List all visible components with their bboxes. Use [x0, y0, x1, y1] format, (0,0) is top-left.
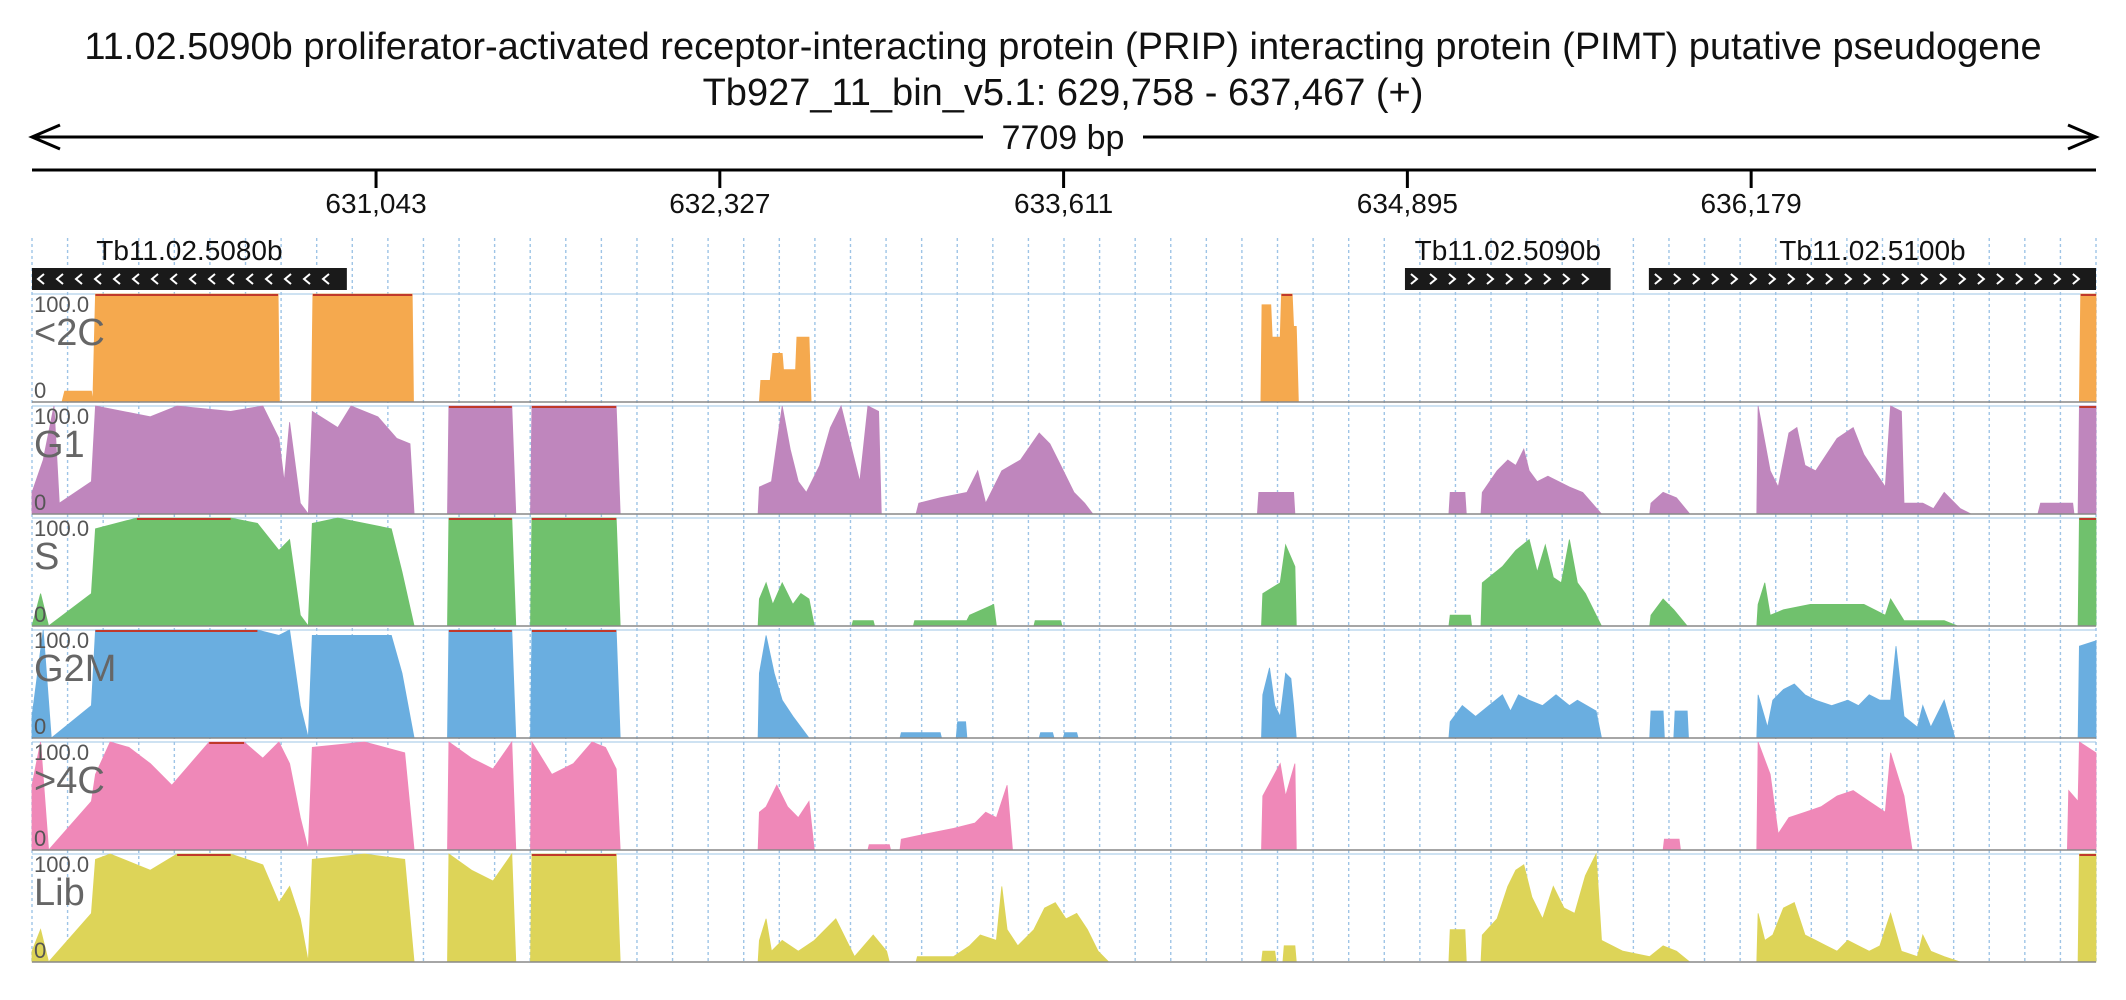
- strand-chevron-icon: [2015, 273, 2024, 285]
- gene-label: Tb11.02.5100b: [1779, 235, 1965, 266]
- strand-chevron-icon: [283, 273, 292, 285]
- coverage-track: [32, 293, 2097, 403]
- ruler-tick-label: 632,327: [669, 188, 770, 219]
- track-label: Lib: [34, 872, 85, 914]
- coverage-area: [31, 517, 2097, 628]
- strand-chevron-icon: [1749, 273, 1758, 285]
- gene-feature: [1404, 268, 1611, 290]
- strand-chevron-icon: [1901, 273, 1910, 285]
- span-arrow-right-icon: [2067, 123, 2100, 151]
- strand-chevron-icon: [264, 273, 273, 285]
- strand-chevron-icon: [112, 273, 121, 285]
- strand-chevron-icon: [2072, 273, 2081, 285]
- track-label: G2M: [34, 648, 116, 690]
- strand-chevron-icon: [1882, 273, 1891, 285]
- strand-chevron-icon: [1524, 273, 1533, 285]
- coverage-track: [31, 852, 2097, 963]
- strand-chevron-icon: [1958, 273, 1967, 285]
- chart-subtitle: Tb927_11_bin_v5.1: 629,758 - 637,467 (+): [702, 72, 1424, 114]
- y-max-label: 100.0: [34, 628, 89, 653]
- strand-chevron-icon: [36, 273, 45, 285]
- coverage-area: [31, 852, 2097, 963]
- y-min-label: 0: [34, 490, 46, 515]
- track-label: G1: [34, 424, 85, 466]
- strand-chevron-icon: [226, 273, 235, 285]
- strand-chevron-icon: [1692, 273, 1701, 285]
- strand-chevron-icon: [1806, 273, 1815, 285]
- strand-chevron-icon: [1825, 273, 1834, 285]
- y-max-label: 100.0: [34, 292, 89, 317]
- y-min-label: 0: [34, 714, 46, 739]
- coverage-track: [31, 404, 2097, 516]
- y-max-label: 100.0: [34, 404, 89, 429]
- gene-bar: [1648, 268, 2096, 290]
- track-label: S: [34, 536, 59, 578]
- gene-feature: [1648, 268, 2096, 290]
- strand-chevron-icon: [1486, 273, 1495, 285]
- strand-chevron-icon: [1410, 273, 1419, 285]
- y-max-label: 100.0: [34, 852, 89, 877]
- strand-chevron-icon: [1581, 273, 1590, 285]
- strand-chevron-icon: [1939, 273, 1948, 285]
- strand-chevron-icon: [1673, 273, 1682, 285]
- gene-feature: [32, 268, 347, 290]
- ruler-tick-label: 634,895: [1357, 188, 1458, 219]
- strand-chevron-icon: [1996, 273, 2005, 285]
- y-min-label: 0: [34, 826, 46, 851]
- strand-chevron-icon: [1920, 273, 1929, 285]
- strand-chevron-icon: [150, 273, 159, 285]
- y-min-label: 0: [34, 602, 46, 627]
- strand-chevron-icon: [74, 273, 83, 285]
- coverage-track: [31, 740, 2097, 851]
- strand-chevron-icon: [1787, 273, 1796, 285]
- strand-chevron-icon: [245, 273, 254, 285]
- strand-chevron-icon: [302, 273, 311, 285]
- strand-chevron-icon: [1768, 273, 1777, 285]
- y-max-label: 100.0: [34, 516, 89, 541]
- coverage-area: [32, 293, 2097, 403]
- strand-chevron-icon: [1977, 273, 1986, 285]
- strand-chevron-icon: [1429, 273, 1438, 285]
- strand-chevron-icon: [131, 273, 140, 285]
- strand-chevron-icon: [1467, 273, 1476, 285]
- strand-chevron-icon: [55, 273, 64, 285]
- track-label: >4C: [34, 760, 105, 802]
- strand-chevron-icon: [1711, 273, 1720, 285]
- chart-title: 11.02.5090b proliferator-activated recep…: [84, 26, 2042, 68]
- strand-chevron-icon: [321, 273, 330, 285]
- strand-chevron-icon: [169, 273, 178, 285]
- strand-chevron-icon: [207, 273, 216, 285]
- span-label: 7709 bp: [1002, 119, 1125, 157]
- strand-chevron-icon: [188, 273, 197, 285]
- gene-label: Tb11.02.5090b: [1415, 235, 1601, 266]
- strand-chevron-icon: [1543, 273, 1552, 285]
- strand-chevron-icon: [1730, 273, 1739, 285]
- strand-chevron-icon: [1448, 273, 1457, 285]
- strand-chevron-icon: [2053, 273, 2062, 285]
- gene-bar: [1404, 268, 1611, 290]
- y-min-label: 0: [34, 938, 46, 963]
- ruler-tick-label: 636,179: [1701, 188, 1802, 219]
- strand-chevron-icon: [1654, 273, 1663, 285]
- track-label: <2C: [34, 312, 105, 354]
- coverage-track: [31, 629, 2097, 739]
- ruler-tick-label: 631,043: [325, 188, 426, 219]
- y-min-label: 0: [34, 378, 46, 403]
- strand-chevron-icon: [1505, 273, 1514, 285]
- coverage-area: [31, 629, 2097, 739]
- strand-chevron-icon: [1863, 273, 1872, 285]
- coverage-track: [31, 517, 2097, 628]
- strand-chevron-icon: [1844, 273, 1853, 285]
- span-arrow-left-icon: [28, 123, 61, 151]
- gene-label: Tb11.02.5080b: [96, 235, 282, 266]
- y-max-label: 100.0: [34, 740, 89, 765]
- ruler-tick-label: 633,611: [1014, 188, 1113, 219]
- strand-chevron-icon: [2034, 273, 2043, 285]
- strand-chevron-icon: [93, 273, 102, 285]
- strand-chevron-icon: [1562, 273, 1571, 285]
- coverage-area: [31, 404, 2097, 516]
